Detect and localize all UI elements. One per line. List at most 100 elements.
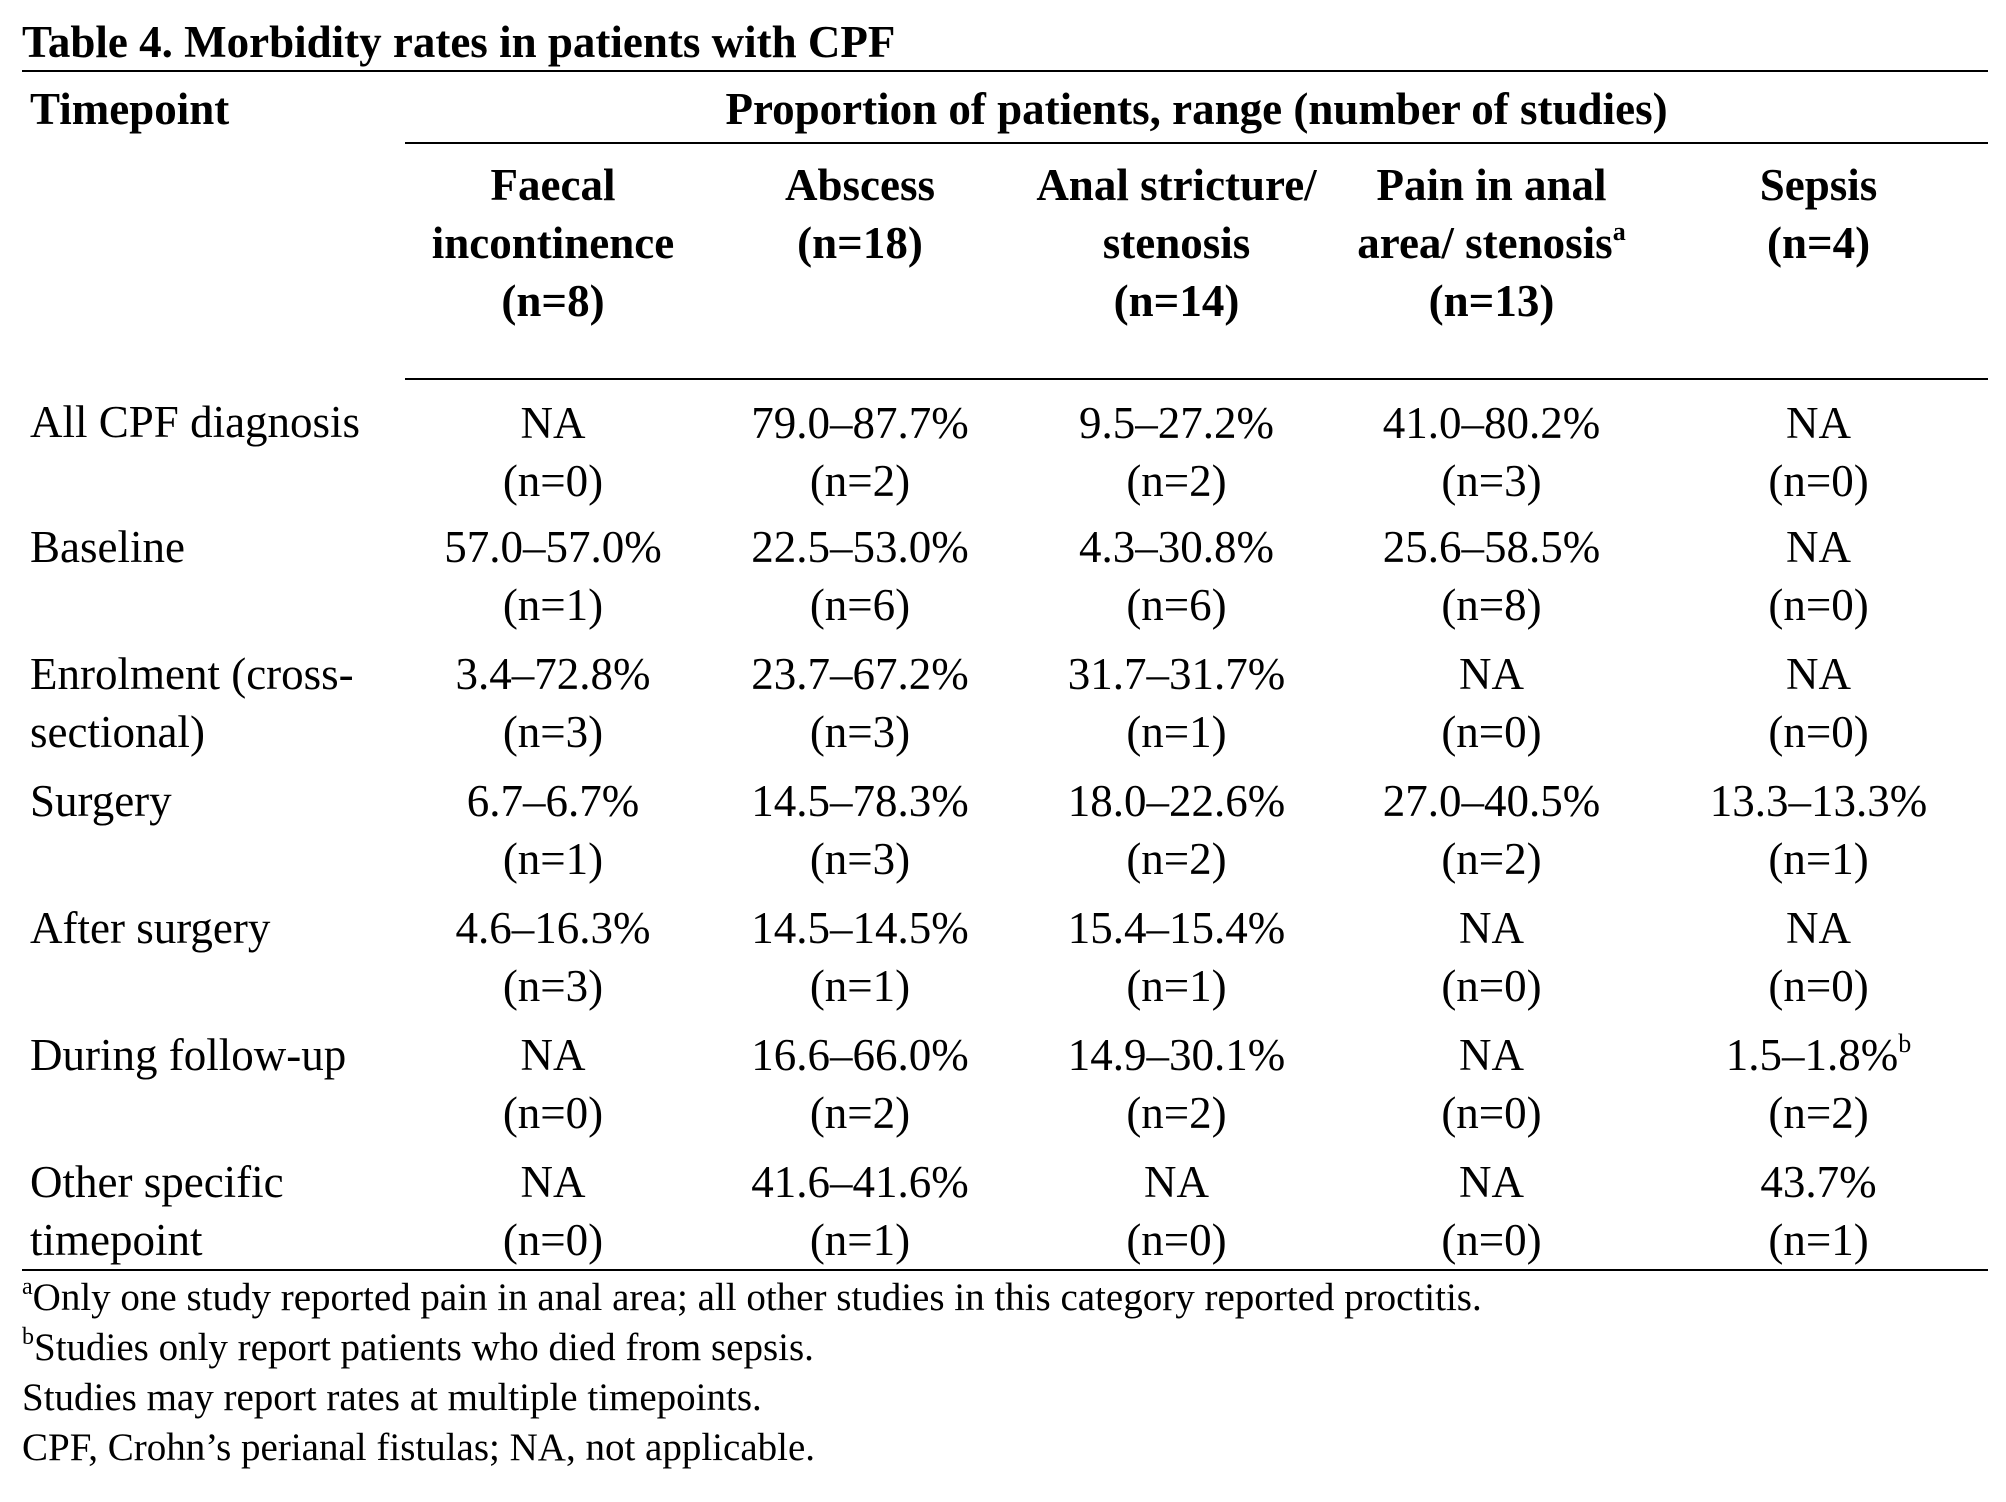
header-col-n: (n=14) <box>1113 276 1240 326</box>
cell-study-count: (n=2) <box>1768 1088 1869 1138</box>
table-cell: 23.7–67.2% (n=3) <box>701 637 1019 764</box>
cell-study-count: (n=2) <box>809 1088 911 1138</box>
header-col-label: Faecal incontinence <box>431 160 675 268</box>
cell-value: 6.7–6.7% <box>466 776 640 826</box>
header-col-abscess: Abscess (n=18) <box>701 143 1019 380</box>
header-col-pain-anal-area: Pain in anal area/ stenosisa (n=13) <box>1334 143 1649 380</box>
cell-study-count: (n=1) <box>502 834 604 884</box>
cell-study-count: (n=1) <box>1126 707 1227 757</box>
table-body: All CPF diagnosis NA (n=0) 79.0–87.7% (n=2) 9… <box>22 379 1988 1270</box>
table-row: Enrolment (cross-sectional) 3.4–72.8% (n=3… <box>22 637 1988 764</box>
table-cell: 9.5–27.2% (n=2) <box>1019 379 1334 510</box>
cell-value: NA <box>1459 903 1524 953</box>
cell-value: NA <box>1786 398 1852 448</box>
header-col-n: (n=13) <box>1428 276 1555 326</box>
table-cell: 4.3–30.8% (n=6) <box>1019 510 1334 637</box>
cell-value: NA <box>1786 522 1852 572</box>
table-cell: 79.0–87.7% (n=2) <box>701 379 1019 510</box>
cell-value: NA <box>1144 1157 1209 1207</box>
header-col-n: (n=8) <box>501 276 605 326</box>
cell-study-count: (n=1) <box>809 1215 911 1265</box>
cell-study-count: (n=0) <box>1126 1215 1227 1265</box>
cell-study-count: (n=3) <box>809 834 911 884</box>
table-cell: 18.0–22.6% (n=2) <box>1019 764 1334 891</box>
header-group: Proportion of patients, range (number of… <box>405 71 1989 144</box>
header-col-n: (n=4) <box>1766 218 1871 268</box>
cell-value: 1.5–1.8%b <box>1725 1029 1912 1080</box>
cell-value: 15.4–15.4% <box>1067 903 1286 953</box>
cell-value: 57.0–57.0% <box>444 522 662 572</box>
table-cell: NA (n=0) <box>405 1145 701 1270</box>
footnote: aOnly one study reported pain in anal ar… <box>22 1274 1482 1319</box>
cell-study-count: (n=0) <box>502 456 604 506</box>
cell-value: 4.6–16.3% <box>455 903 651 953</box>
cell-study-count: (n=0) <box>502 1088 604 1138</box>
cell-study-count: (n=1) <box>502 580 604 630</box>
cell-value: NA <box>1786 903 1852 953</box>
cell-study-count: (n=3) <box>1441 456 1542 506</box>
table-cell: NA (n=0) <box>1334 891 1649 1018</box>
table-cell: 1.5–1.8%b (n=2) <box>1649 1018 1988 1145</box>
table-cell: NA (n=0) <box>1649 510 1988 637</box>
table-cell: 41.0–80.2% (n=3) <box>1334 379 1649 510</box>
cell-study-count: (n=2) <box>1126 456 1227 506</box>
table-row: After surgery 4.6–16.3% (n=3) 14.5–14.5% (n=… <box>22 891 1988 1018</box>
table-cell: 6.7–6.7% (n=1) <box>405 764 701 891</box>
row-timepoint: All CPF diagnosis <box>30 397 361 447</box>
cell-value: 79.0–87.7% <box>751 398 969 448</box>
cell-value: NA <box>1459 649 1524 699</box>
cell-study-count: (n=2) <box>1126 1088 1227 1138</box>
cell-study-count: (n=0) <box>1441 1215 1542 1265</box>
cell-study-count: (n=1) <box>1768 1215 1869 1265</box>
cell-value: 41.6–41.6% <box>751 1157 969 1207</box>
footnote: CPF, Crohn’s perianal fistulas; NA, not … <box>22 1426 816 1469</box>
table-cell: NA (n=0) <box>1334 1018 1649 1145</box>
table-cell: NA (n=0) <box>405 379 701 510</box>
row-timepoint: After surgery <box>30 903 271 953</box>
morbidity-table: Timepoint Proportion of patients, range … <box>22 70 1989 1271</box>
table-cell: 14.5–14.5% (n=1) <box>701 891 1019 1018</box>
table-cell: 13.3–13.3% (n=1) <box>1649 764 1988 891</box>
row-timepoint: Enrolment (cross-sectional) <box>30 649 354 757</box>
cell-value: 4.3–30.8% <box>1079 522 1274 572</box>
cell-study-count: (n=3) <box>809 707 911 757</box>
cell-study-count: (n=0) <box>1768 707 1869 757</box>
table-cell: 22.5–53.0% (n=6) <box>701 510 1019 637</box>
table-cell: 14.9–30.1% (n=2) <box>1019 1018 1334 1145</box>
footnotes: aOnly one study reported pain in anal ar… <box>22 1273 1988 1473</box>
cell-value: 18.0–22.6% <box>1067 776 1286 826</box>
header-col-n: (n=18) <box>797 218 923 268</box>
table-row: Other specific timepoint NA (n=0) 41.6–41.6… <box>22 1145 1988 1270</box>
table-cell: NA (n=0) <box>405 1018 701 1145</box>
footnote: bStudies only report patients who died f… <box>22 1324 814 1369</box>
row-timepoint: During follow-up <box>30 1030 347 1080</box>
row-timepoint: Surgery <box>30 776 172 826</box>
cell-value: 43.7% <box>1760 1157 1877 1207</box>
cell-study-count: (n=0) <box>1768 456 1869 506</box>
table-cell: 3.4–72.8% (n=3) <box>405 637 701 764</box>
cell-value: 14.5–14.5% <box>751 903 969 953</box>
table-cell: 43.7% (n=1) <box>1649 1145 1988 1270</box>
header-col-sepsis: Sepsis (n=4) <box>1649 143 1989 380</box>
cell-study-count: (n=0) <box>502 1215 604 1265</box>
cell-value: 14.9–30.1% <box>1067 1030 1286 1080</box>
cell-value: 16.6–66.0% <box>751 1030 969 1080</box>
cell-value: NA <box>520 1030 586 1080</box>
table-row: During follow-up NA (n=0) 16.6–66.0% (n=2) 14… <box>22 1018 1988 1145</box>
table-cell: NA (n=0) <box>1649 637 1988 764</box>
cell-value: 41.0–80.2% <box>1382 398 1601 448</box>
cell-value: NA <box>1459 1157 1524 1207</box>
cell-value: 3.4–72.8% <box>455 649 651 699</box>
cell-study-count: (n=0) <box>1441 1088 1542 1138</box>
row-timepoint: Other specific timepoint <box>30 1157 284 1265</box>
cell-study-count: (n=1) <box>1126 961 1227 1011</box>
table-cell: 25.6–58.5% (n=8) <box>1334 510 1649 637</box>
cell-value: 31.7–31.7% <box>1067 649 1286 699</box>
table-cell: 15.4–15.4% (n=1) <box>1019 891 1334 1018</box>
header-col-anal-stricture: Anal stricture/ stenosis (n=14) <box>1019 143 1334 380</box>
header-timepoint: Timepoint <box>30 84 230 134</box>
table-cell: NA (n=0) <box>1334 1145 1649 1270</box>
document: Table 4. Morbidity rates in patients wit… <box>22 14 1989 1473</box>
table-header: Timepoint Proportion of patients, range … <box>22 71 1989 380</box>
table-title: Table 4. Morbidity rates in patients wit… <box>22 17 896 67</box>
